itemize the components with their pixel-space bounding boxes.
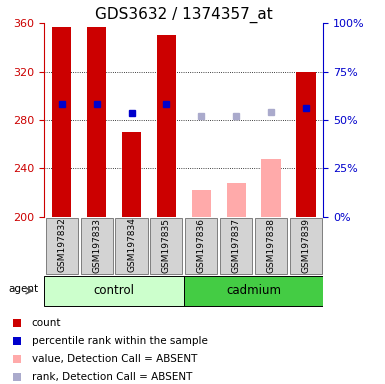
Text: rank, Detection Call = ABSENT: rank, Detection Call = ABSENT <box>32 371 192 382</box>
Text: GSM197832: GSM197832 <box>57 218 66 272</box>
Bar <box>192 190 211 217</box>
Bar <box>80 218 113 274</box>
Bar <box>150 218 182 274</box>
Bar <box>44 276 184 306</box>
Text: GSM197839: GSM197839 <box>301 217 310 273</box>
Bar <box>290 218 322 274</box>
Text: control: control <box>94 285 134 297</box>
Bar <box>52 26 71 217</box>
Text: GSM197836: GSM197836 <box>197 217 206 273</box>
Text: GSM197833: GSM197833 <box>92 217 101 273</box>
Bar <box>184 276 323 306</box>
Bar <box>227 183 246 217</box>
Bar <box>255 218 287 274</box>
Text: GSM197838: GSM197838 <box>266 217 276 273</box>
Bar <box>296 71 316 217</box>
Text: cadmium: cadmium <box>226 285 281 297</box>
Text: GSM197834: GSM197834 <box>127 218 136 272</box>
Text: GSM197835: GSM197835 <box>162 217 171 273</box>
Text: GSM197837: GSM197837 <box>232 217 241 273</box>
Text: percentile rank within the sample: percentile rank within the sample <box>32 336 208 346</box>
Bar <box>261 159 281 217</box>
Text: value, Detection Call = ABSENT: value, Detection Call = ABSENT <box>32 354 197 364</box>
Title: GDS3632 / 1374357_at: GDS3632 / 1374357_at <box>95 7 273 23</box>
Text: agent: agent <box>8 284 38 294</box>
Bar <box>116 218 147 274</box>
Text: count: count <box>32 318 61 328</box>
Bar <box>87 26 106 217</box>
Bar <box>185 218 217 274</box>
Bar <box>46 218 78 274</box>
Bar <box>220 218 252 274</box>
Bar <box>157 35 176 217</box>
Bar <box>122 132 141 217</box>
